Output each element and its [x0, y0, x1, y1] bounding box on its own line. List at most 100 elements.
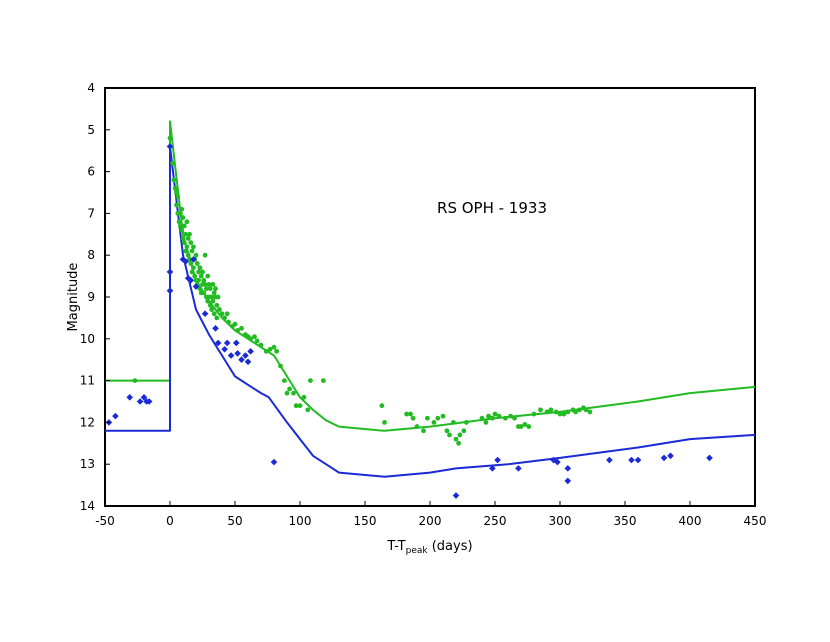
x-tick-label: 250 — [484, 514, 507, 528]
data-point — [210, 298, 216, 304]
x-tick-label: 150 — [354, 514, 377, 528]
data-point — [184, 274, 192, 282]
data-point — [188, 261, 194, 266]
data-point — [214, 302, 220, 308]
x-axis-title-subscript: peak — [406, 546, 429, 556]
data-point — [492, 411, 498, 417]
data-point — [461, 428, 467, 434]
data-point — [187, 256, 192, 262]
x-axis-title-suffix: (days) — [428, 539, 473, 554]
data-point — [452, 492, 460, 499]
data-point — [221, 345, 228, 353]
data-point — [191, 244, 196, 250]
data-point — [287, 386, 292, 392]
x-axis-title: T-Tpeak (days) — [386, 539, 472, 556]
data-point — [408, 411, 413, 417]
data-point — [224, 311, 230, 317]
y-tick-label: 9 — [87, 290, 95, 304]
data-point — [201, 290, 207, 296]
data-point — [189, 248, 195, 254]
data-point — [189, 269, 195, 275]
data-point — [174, 202, 179, 208]
data-point — [538, 407, 543, 413]
data-point — [564, 477, 572, 485]
y-axis-title: Magnitude — [66, 263, 81, 332]
data-point — [179, 206, 185, 212]
data-point — [414, 424, 420, 429]
data-point — [494, 456, 501, 464]
data-point — [205, 273, 211, 279]
data-point — [132, 378, 138, 383]
data-point — [126, 394, 133, 401]
data-point — [503, 415, 508, 421]
data-point — [194, 261, 200, 266]
data-point — [282, 378, 287, 383]
data-point — [184, 219, 190, 225]
y-tick-label: 12 — [80, 415, 95, 429]
data-point — [192, 283, 200, 290]
data-point — [226, 319, 231, 325]
y-tick-label: 6 — [87, 165, 95, 179]
data-point — [205, 298, 211, 304]
data-point — [548, 407, 554, 413]
data-point — [706, 454, 713, 462]
plot-frame — [104, 87, 756, 507]
data-point — [166, 143, 174, 150]
data-point — [196, 277, 202, 283]
data-point — [244, 358, 252, 366]
data-point — [210, 282, 216, 287]
x-tick-label: 100 — [289, 514, 312, 528]
data-point — [223, 339, 231, 347]
data-point — [553, 409, 559, 415]
data-point — [187, 276, 195, 284]
data-point — [207, 302, 213, 308]
data-point — [207, 286, 213, 292]
y-tick-label: 13 — [80, 457, 95, 471]
data-point — [451, 420, 456, 425]
data-point — [181, 240, 187, 246]
data-point — [185, 236, 191, 241]
data-point — [284, 390, 290, 396]
data-point — [183, 248, 189, 254]
data-point — [197, 265, 203, 271]
data-point — [191, 265, 196, 271]
data-point — [518, 424, 524, 429]
data-point — [522, 422, 528, 427]
data-point — [232, 321, 238, 327]
data-point — [270, 458, 278, 466]
y-tick-label: 11 — [80, 374, 95, 388]
data-point — [211, 311, 217, 317]
data-point — [489, 465, 496, 472]
data-point — [573, 409, 578, 415]
data-point — [206, 282, 212, 287]
data-point — [211, 290, 217, 296]
data-point — [544, 409, 550, 415]
series-layer — [105, 120, 756, 499]
data-point — [404, 411, 409, 417]
y-tick-label: 5 — [87, 123, 95, 137]
data-point — [179, 227, 185, 233]
data-point — [508, 413, 513, 419]
data-point — [425, 415, 430, 421]
data-point — [440, 413, 446, 419]
y-tick-label: 8 — [87, 248, 95, 262]
data-point — [212, 325, 219, 332]
x-tick-label: 50 — [227, 514, 242, 528]
data-point — [267, 346, 273, 352]
data-point — [254, 338, 260, 344]
data-point — [202, 252, 208, 258]
data-point — [565, 409, 571, 415]
data-point — [192, 273, 198, 279]
data-point — [235, 328, 241, 333]
data-point — [198, 273, 204, 279]
data-point — [176, 219, 182, 225]
data-point — [181, 223, 187, 229]
data-point — [554, 458, 561, 466]
data-point — [178, 223, 183, 229]
data-point — [583, 407, 589, 413]
data-point — [444, 428, 450, 434]
data-point — [490, 415, 495, 421]
data-point — [634, 456, 642, 464]
data-point — [667, 452, 674, 460]
